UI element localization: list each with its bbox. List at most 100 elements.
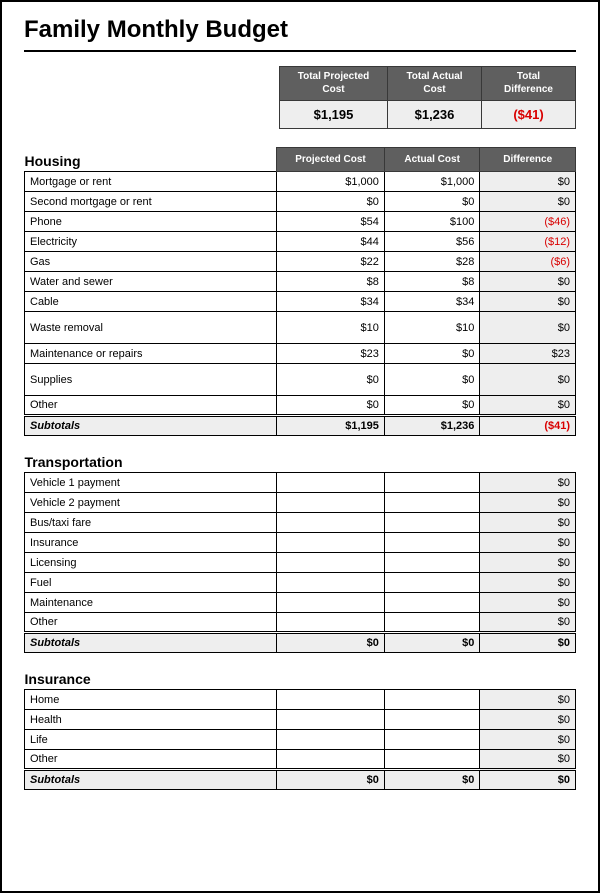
row-actual: [384, 533, 480, 553]
row-projected: [277, 553, 385, 573]
row-difference: $0: [480, 192, 576, 212]
row-actual: $8: [384, 272, 480, 292]
subtotal-actual: $1,236: [384, 416, 480, 436]
row-difference: $0: [480, 513, 576, 533]
table-row: Other$0: [25, 750, 576, 770]
row-difference: ($46): [480, 212, 576, 232]
row-difference: $0: [480, 730, 576, 750]
row-projected: $1,000: [277, 172, 385, 192]
row-difference: $0: [480, 750, 576, 770]
row-difference: $0: [480, 292, 576, 312]
row-difference: $0: [480, 473, 576, 493]
row-label: Fuel: [25, 573, 277, 593]
row-actual: [384, 593, 480, 613]
subtotal-row: Subtotals$0$0$0: [25, 770, 576, 790]
row-actual: [384, 613, 480, 633]
sections-host: HousingProjected CostActual CostDifferen…: [24, 147, 576, 790]
row-difference: $0: [480, 396, 576, 416]
table-row: Maintenance or repairs$23$0$23: [25, 344, 576, 364]
subtotal-label: Subtotals: [25, 770, 277, 790]
table-row: Fuel $0: [25, 573, 576, 593]
row-label: Cable: [25, 292, 277, 312]
row-projected: $10: [277, 312, 385, 344]
row-difference: $23: [480, 344, 576, 364]
subtotal-projected: $1,195: [277, 416, 385, 436]
row-label: Phone: [25, 212, 277, 232]
row-label: Health: [25, 710, 277, 730]
table-row: Bus/taxi fare $0: [25, 513, 576, 533]
table-row: Home $0: [25, 690, 576, 710]
subtotal-difference: ($41): [480, 416, 576, 436]
row-label: Other: [25, 613, 277, 633]
row-projected: $0: [277, 396, 385, 416]
row-projected: [277, 493, 385, 513]
row-difference: $0: [480, 573, 576, 593]
row-label: Bus/taxi fare: [25, 513, 277, 533]
table-row: Second mortgage or rent$0$0$0: [25, 192, 576, 212]
row-projected: [277, 593, 385, 613]
row-projected: $8: [277, 272, 385, 292]
table-row: Other$0$0$0: [25, 396, 576, 416]
row-label: Home: [25, 690, 277, 710]
row-actual: $28: [384, 252, 480, 272]
row-label: Licensing: [25, 553, 277, 573]
row-actual: $1,000: [384, 172, 480, 192]
row-difference: $0: [480, 553, 576, 573]
subtotal-projected: $0: [277, 770, 385, 790]
row-difference: $0: [480, 312, 576, 344]
row-projected: $54: [277, 212, 385, 232]
row-label: Life: [25, 730, 277, 750]
row-projected: $0: [277, 364, 385, 396]
row-label: Maintenance: [25, 593, 277, 613]
row-actual: $0: [384, 192, 480, 212]
table-row: Health$0: [25, 710, 576, 730]
row-actual: $56: [384, 232, 480, 252]
row-difference: $0: [480, 533, 576, 553]
table-row: Maintenance$0: [25, 593, 576, 613]
column-header-blank: [384, 671, 480, 690]
row-projected: [277, 613, 385, 633]
table-row: Water and sewer$8$8$0: [25, 272, 576, 292]
row-actual: [384, 750, 480, 770]
subtotal-difference: $0: [480, 770, 576, 790]
row-label: Mortgage or rent: [25, 172, 277, 192]
row-label: Waste removal: [25, 312, 277, 344]
section: HousingProjected CostActual CostDifferen…: [24, 147, 576, 436]
row-projected: $23: [277, 344, 385, 364]
row-label: Water and sewer: [25, 272, 277, 292]
column-header-blank: [480, 671, 576, 690]
table-row: Other$0: [25, 613, 576, 633]
table-row: Licensing $0: [25, 553, 576, 573]
subtotal-projected: $0: [277, 633, 385, 653]
row-label: Vehicle 2 payment: [25, 493, 277, 513]
table-row: Life $0: [25, 730, 576, 750]
row-projected: [277, 573, 385, 593]
table-row: Electricity$44$56($12): [25, 232, 576, 252]
section-label: Transportation: [25, 454, 277, 473]
column-header-blank: [277, 454, 385, 473]
subtotal-row: Subtotals$1,195$1,236($41): [25, 416, 576, 436]
row-projected: $22: [277, 252, 385, 272]
row-actual: $0: [384, 344, 480, 364]
row-projected: $34: [277, 292, 385, 312]
subtotal-actual: $0: [384, 770, 480, 790]
row-actual: [384, 473, 480, 493]
table-row: Waste removal$10$10$0: [25, 312, 576, 344]
row-projected: [277, 513, 385, 533]
totals-header-actual: Total ActualCost: [388, 67, 482, 101]
budget-table: Insurance Home$0Health$0Life$0Other$0Sub…: [24, 671, 576, 790]
row-difference: $0: [480, 493, 576, 513]
section: Transportation Vehicle 1 payment$0Vehicl…: [24, 454, 576, 653]
row-label: Electricity: [25, 232, 277, 252]
row-label: Gas: [25, 252, 277, 272]
row-difference: $0: [480, 690, 576, 710]
subtotal-label: Subtotals: [25, 633, 277, 653]
column-header-difference: Difference: [480, 148, 576, 172]
row-actual: [384, 730, 480, 750]
column-header-blank: [277, 671, 385, 690]
section: Insurance Home$0Health$0Life$0Other$0Sub…: [24, 671, 576, 790]
row-projected: $0: [277, 192, 385, 212]
row-actual: $0: [384, 364, 480, 396]
row-actual: [384, 690, 480, 710]
section-label: Housing: [25, 148, 277, 172]
